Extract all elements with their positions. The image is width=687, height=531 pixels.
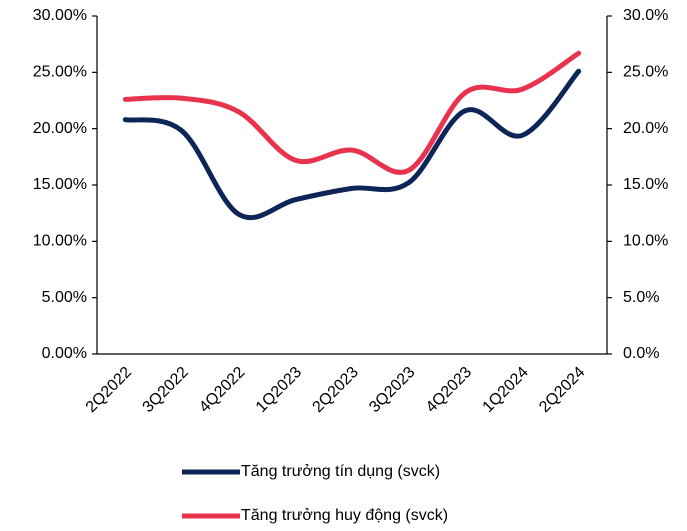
x-tick-label: 2Q2022: [83, 364, 135, 416]
x-tick-label: 2Q2023: [310, 364, 362, 416]
x-tick-label: 4Q2023: [423, 364, 475, 416]
y-tick-label: 10.00%: [33, 233, 87, 250]
x-tick-label: 3Q2023: [366, 364, 418, 416]
y2-tick-label: 15.0%: [623, 176, 668, 193]
y-tick-label: 25.00%: [33, 64, 87, 81]
legend-label: Tăng trưởng huy động (svck): [241, 507, 448, 524]
x-tick-label: 3Q2022: [140, 364, 192, 416]
series-line: [122, 68, 582, 221]
y2-tick-label: 25.0%: [623, 64, 668, 81]
y2-tick-label: 30.0%: [623, 7, 668, 24]
y2-tick-label: 20.0%: [623, 120, 668, 137]
x-tick-label: 1Q2024: [480, 364, 532, 416]
legend-label: Tăng trưởng tín dụng (svck): [241, 463, 440, 480]
series-line: [122, 50, 582, 175]
y-tick-label: 15.00%: [33, 176, 87, 193]
x-tick-label: 1Q2023: [253, 364, 305, 416]
y2-tick-label: 0.0%: [623, 345, 659, 362]
y-tick-label: 30.00%: [33, 7, 87, 24]
y-tick-label: 0.00%: [42, 345, 87, 362]
y2-tick-label: 10.0%: [623, 233, 668, 250]
y2-tick-label: 5.0%: [623, 289, 659, 306]
x-tick-label: 2Q2024: [536, 364, 588, 416]
y-tick-label: 20.00%: [33, 120, 87, 137]
x-tick-label: 4Q2022: [196, 364, 248, 416]
y-tick-label: 5.00%: [42, 289, 87, 306]
